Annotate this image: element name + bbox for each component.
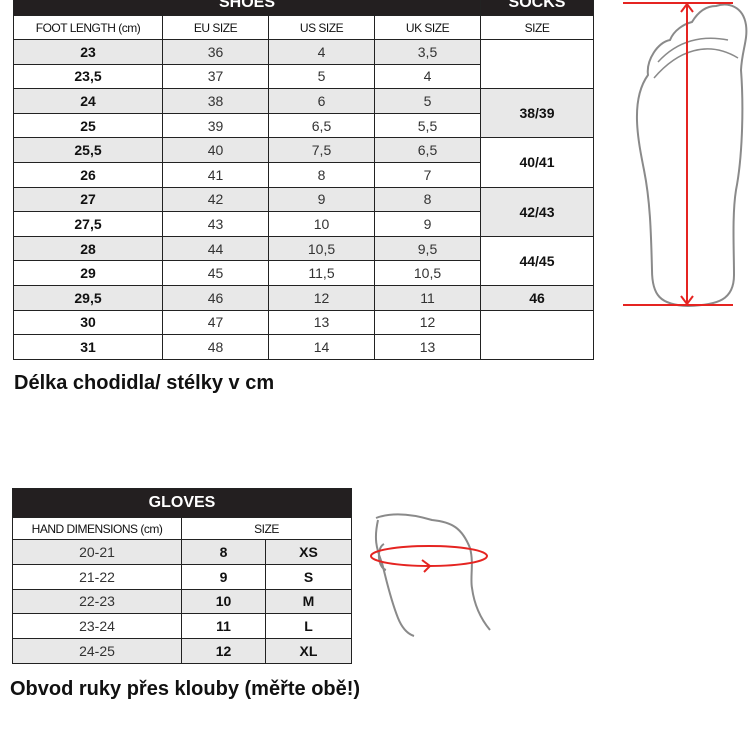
- shoe-uk-cell: 4: [375, 64, 481, 90]
- shoes-header: SHOES: [14, 0, 481, 16]
- shoe-us-cell: 14: [269, 335, 375, 360]
- shoe-uk-cell: 12: [375, 310, 481, 336]
- shoe-uk-cell: 9: [375, 212, 481, 237]
- glove-dim-cell: 22-23: [13, 589, 182, 615]
- shoe-us-cell: 11,5: [269, 261, 375, 286]
- shoe-uk-cell: 5: [375, 89, 481, 114]
- shoe-us-cell: 12: [269, 286, 375, 311]
- shoe-us-cell: 4: [269, 40, 375, 65]
- shoe-us-cell: 5: [269, 64, 375, 90]
- shoe-uk-cell: 11: [375, 286, 481, 311]
- sock-size-cell: 38/39: [481, 89, 594, 139]
- glove-num-cell: 12: [182, 639, 266, 664]
- sock-size-cell: 42/43: [481, 187, 594, 237]
- glove-dim-cell: 24-25: [13, 639, 182, 664]
- shoe-eu-cell: 40: [163, 138, 269, 163]
- shoe-us-cell: 10,5: [269, 236, 375, 262]
- shoe-uk-cell: 5,5: [375, 113, 481, 139]
- sock-size-cell: [481, 40, 594, 90]
- column-header: UK SIZE: [375, 16, 481, 40]
- glove-dim-cell: 23-24: [13, 614, 182, 640]
- shoe-eu-cell: 47: [163, 310, 269, 336]
- glove-dim-cell: 20-21: [13, 540, 182, 565]
- shoe-us-cell: 8: [269, 163, 375, 188]
- shoe-eu-cell: 39: [163, 113, 269, 139]
- column-header: EU SIZE: [163, 16, 269, 40]
- shoe-eu-cell: 42: [163, 187, 269, 213]
- shoe-uk-cell: 3,5: [375, 40, 481, 65]
- glove-letter-cell: XS: [266, 540, 352, 565]
- sock-size-cell: 46: [481, 286, 594, 311]
- shoe-uk-cell: 9,5: [375, 236, 481, 262]
- shoe-eu-cell: 46: [163, 286, 269, 311]
- shoe-uk-cell: 13: [375, 335, 481, 360]
- shoe-eu-cell: 44: [163, 236, 269, 262]
- shoe-eu-cell: 45: [163, 261, 269, 286]
- shoe-eu-cell: 38: [163, 89, 269, 114]
- foot-length-caption: Délka chodidla/ stélky v cm: [14, 372, 275, 394]
- shoe-us-cell: 6,5: [269, 113, 375, 139]
- shoe-eu-cell: 48: [163, 335, 269, 360]
- shoe-eu-cell: 41: [163, 163, 269, 188]
- shoe-uk-cell: 7: [375, 163, 481, 188]
- shoe-foot-cell: 27,5: [14, 212, 163, 237]
- shoe-foot-cell: 26: [14, 163, 163, 188]
- shoe-eu-cell: 36: [163, 40, 269, 65]
- shoe-foot-cell: 25: [14, 113, 163, 139]
- shoe-foot-cell: 31: [14, 335, 163, 360]
- shoe-us-cell: 7,5: [269, 138, 375, 163]
- sock-size-cell: 40/41: [481, 138, 594, 188]
- shoe-us-cell: 13: [269, 310, 375, 336]
- glove-letter-cell: XL: [266, 639, 352, 664]
- shoe-size-table: SHOES SOCKS FOOT LENGTH (cm) EU SIZE US SIZE…: [13, 0, 594, 360]
- shoe-eu-cell: 37: [163, 64, 269, 90]
- shoe-foot-cell: 23: [14, 40, 163, 65]
- hand-circumference-caption: Obvod ruky přes klouby (měřte obě!): [10, 678, 361, 700]
- glove-num-cell: 11: [182, 614, 266, 640]
- sock-size-cell: [481, 310, 594, 360]
- column-header: SIZE: [481, 16, 594, 40]
- shoe-foot-cell: 25,5: [14, 138, 163, 163]
- hand-circumference-icon: [370, 513, 491, 637]
- sock-size-cell: 44/45: [481, 236, 594, 286]
- glove-letter-cell: L: [266, 614, 352, 640]
- socks-header: SOCKS: [481, 0, 594, 16]
- column-header: US SIZE: [269, 16, 375, 40]
- gloves-header: GLOVES: [13, 489, 352, 518]
- shoe-foot-cell: 23,5: [14, 64, 163, 90]
- glove-dim-cell: 21-22: [13, 564, 182, 590]
- column-header: FOOT LENGTH (cm): [14, 16, 163, 40]
- column-header: SIZE: [182, 518, 352, 540]
- glove-num-cell: 10: [182, 589, 266, 615]
- glove-letter-cell: S: [266, 564, 352, 590]
- glove-num-cell: 8: [182, 540, 266, 565]
- shoe-us-cell: 6: [269, 89, 375, 114]
- shoe-foot-cell: 29: [14, 261, 163, 286]
- shoe-uk-cell: 10,5: [375, 261, 481, 286]
- shoe-us-cell: 9: [269, 187, 375, 213]
- foot-length-icon: [623, 2, 748, 308]
- shoe-uk-cell: 8: [375, 187, 481, 213]
- shoe-us-cell: 10: [269, 212, 375, 237]
- shoe-foot-cell: 28: [14, 236, 163, 262]
- shoe-foot-cell: 24: [14, 89, 163, 114]
- shoe-foot-cell: 27: [14, 187, 163, 213]
- glove-num-cell: 9: [182, 564, 266, 590]
- shoe-foot-cell: 29,5: [14, 286, 163, 311]
- glove-letter-cell: M: [266, 589, 352, 615]
- glove-size-table: GLOVES HAND DIMENSIONS (cm) SIZE 20-21 8 XS 21…: [12, 488, 352, 664]
- shoe-uk-cell: 6,5: [375, 138, 481, 163]
- shoe-eu-cell: 43: [163, 212, 269, 237]
- shoe-foot-cell: 30: [14, 310, 163, 336]
- column-header: HAND DIMENSIONS (cm): [13, 518, 182, 540]
